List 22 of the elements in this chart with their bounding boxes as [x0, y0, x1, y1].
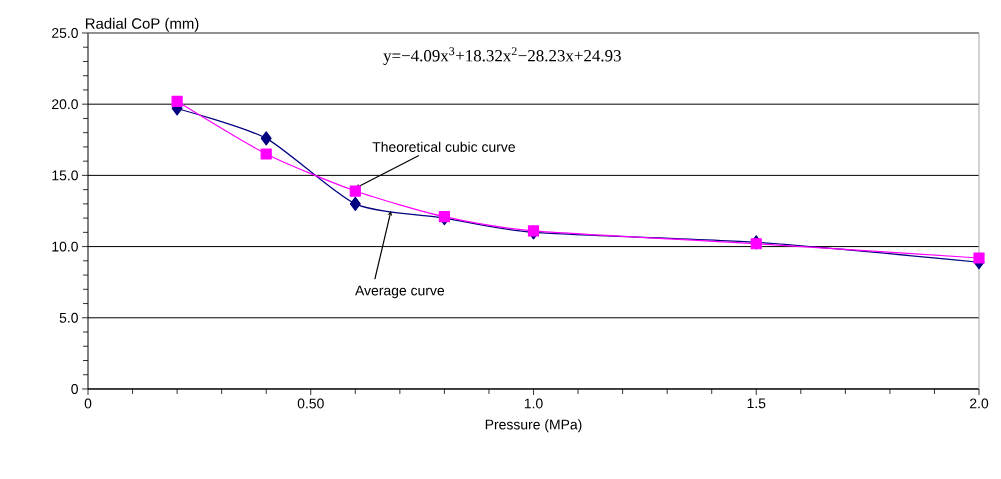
y-tick-label: 20.0 [52, 99, 78, 110]
x-tick-label: 2.0 [970, 398, 989, 409]
x-tick-label: 1.5 [747, 398, 766, 409]
annotation: Average curve [355, 285, 445, 299]
point [349, 185, 361, 197]
annotation: y=−4.09x$^{3}$+18.32x$^{2}$−28.23x+24.93 [383, 47, 621, 65]
point [171, 95, 183, 107]
x-tick-label: 0 [84, 398, 92, 409]
point [973, 252, 985, 264]
x-axis-title: Pressure (MPa) [485, 419, 582, 433]
point [260, 131, 272, 146]
y-tick-label: 25.0 [52, 28, 78, 38]
y-tick-label: 10.0 [52, 241, 78, 252]
point [349, 196, 361, 211]
y-tick-label: 0 [71, 384, 78, 394]
annotation: Theoretical cubic curve [372, 141, 515, 152]
x-tick-label: 0.50 [297, 398, 324, 409]
y-tick-label: 15.0 [52, 170, 78, 181]
x-tick-label: 1.0 [524, 398, 543, 409]
point [260, 148, 272, 160]
y-axis-title: Radial CoP (mm) [85, 17, 199, 32]
y-tick-label: 5.0 [59, 312, 78, 323]
